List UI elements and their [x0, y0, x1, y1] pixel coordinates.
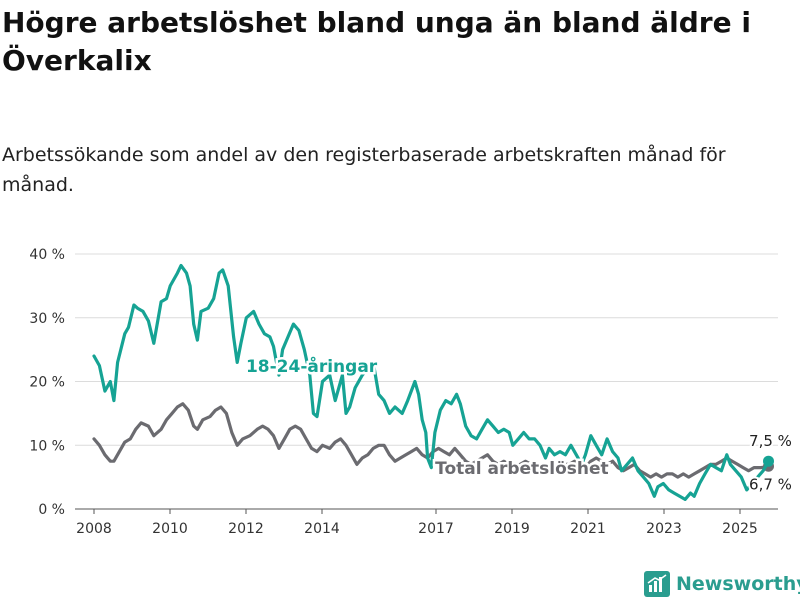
x-tick-label: 2019 — [494, 521, 530, 537]
brand-name: Newsworthy — [676, 573, 800, 595]
series-end-label: 7,5 % — [749, 432, 792, 450]
y-tick-label: 10 % — [29, 438, 65, 454]
page-subtitle: Arbetssökande som andel av den registerb… — [2, 144, 726, 196]
series-line-youth — [92, 263, 771, 501]
x-tick-label: 2014 — [304, 521, 340, 537]
series-end-point — [763, 455, 774, 467]
grid-lines — [75, 253, 778, 446]
series-labels: 7,5 % 6,7 % 18-24-åringar Total arbetslöshe… — [243, 352, 793, 495]
y-tick-label: 20 % — [29, 375, 65, 391]
series-end-label: 6,7 % — [749, 475, 792, 493]
page-title: Högre arbetslöshet bland unga än bland ä… — [2, 6, 751, 77]
axes: 0 % 10 % 20 % 30 % 40 % 2008 2010 2012 2014 2017 2… — [29, 247, 778, 537]
line-chart: 0 % 10 % 20 % 30 % 40 % 2008 2010 2012 2014 2017 2… — [29, 247, 794, 537]
series-label: 18-24-åringar — [246, 355, 378, 377]
y-tick-label: 40 % — [29, 247, 65, 263]
x-tick-label: 2012 — [228, 521, 264, 537]
x-tick-label: 2008 — [76, 521, 112, 537]
bar-chart-logo-icon — [644, 571, 670, 597]
x-tick-label: 2025 — [722, 521, 758, 537]
x-tick-label: 2017 — [418, 521, 454, 537]
y-tick-label: 0 % — [38, 502, 65, 518]
x-tick-label: 2010 — [152, 521, 188, 537]
series-lines — [92, 263, 774, 501]
newsworthy-logo: Newsworthy — [644, 570, 800, 598]
x-tick-label: 2023 — [646, 521, 682, 537]
series-label: Total arbetslöshet — [435, 459, 609, 479]
y-tick-label: 30 % — [29, 311, 65, 327]
x-tick-label: 2021 — [570, 521, 606, 537]
